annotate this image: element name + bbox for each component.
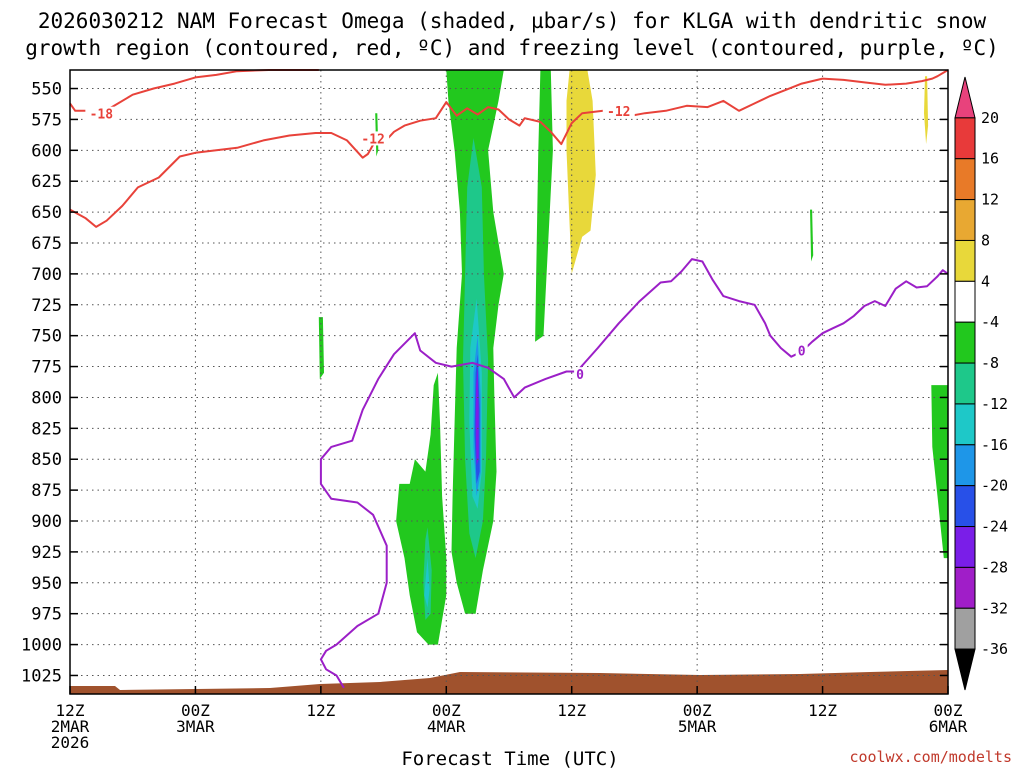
y-tick-label: 700	[31, 265, 62, 285]
y-tick-label: 975	[31, 605, 62, 625]
colorbar-label: 4	[981, 272, 990, 290]
x-tick-label: 12Z	[557, 701, 586, 720]
colorbar-label: 16	[981, 150, 999, 168]
y-tick-label: 775	[31, 358, 62, 378]
omega-right-edge	[931, 385, 948, 559]
x-axis-label: Forecast Time (UTC)	[401, 748, 618, 768]
omega-lower-blob-core	[424, 558, 430, 608]
y-tick-label: 1000	[21, 636, 62, 656]
colorbar-swatch	[954, 607, 976, 650]
y-tick-label: 850	[31, 450, 62, 470]
y-tick-label: 550	[31, 80, 62, 100]
colorbar-label: 8	[981, 231, 990, 249]
colorbar-label: -20	[981, 477, 1008, 495]
x-tick-label: 2MAR	[51, 717, 90, 736]
x-tick-label: 3MAR	[176, 717, 215, 736]
y-tick-label: 900	[31, 512, 62, 532]
y-tick-label: 950	[31, 574, 62, 594]
y-axis: 550 575 600 625 650 675 700 725 750 775 800 825 850 8…	[21, 80, 948, 686]
omega-colorbar: 20 16 12 8 4 -4 -8 -12 -16 -20 -24 -28 -32 -36	[954, 76, 1008, 691]
x-tick-label: 00Z	[432, 701, 461, 720]
omega-small-left	[318, 317, 324, 379]
colorbar-label: -4	[981, 313, 999, 331]
omega-band-upper-strip	[535, 70, 553, 342]
colorbar-swatch	[954, 158, 976, 201]
colorbar-swatch	[954, 362, 976, 405]
freezing-level-line	[319, 258, 949, 689]
omega-positive-right	[924, 76, 929, 145]
contour-label-bg	[85, 106, 118, 121]
colorbar-swatch	[954, 199, 976, 241]
colorbar-label: 12	[981, 191, 999, 209]
colorbar-swatch	[954, 444, 976, 487]
omega-lower-blob	[396, 372, 447, 645]
freezing-level-label: 0	[798, 345, 806, 360]
y-tick-label: 1025	[21, 666, 62, 686]
red-contour-label: -12	[361, 132, 384, 147]
x-tick-label: 5MAR	[678, 717, 717, 736]
terrain-fill	[70, 670, 948, 694]
colorbar-label: -36	[981, 640, 1008, 658]
y-tick-label: 725	[31, 296, 62, 316]
colorbar-swatch	[954, 239, 976, 282]
x-tick-label: 12Z	[56, 701, 85, 720]
omega-small-right	[810, 209, 814, 262]
y-tick-label: 675	[31, 234, 62, 254]
x-tick-label: 4MAR	[427, 717, 466, 736]
contour-label-bg	[574, 367, 587, 381]
contour-label-bg	[795, 343, 808, 357]
red-contour-label: -18	[90, 108, 114, 123]
colorbar-swatch	[954, 280, 976, 323]
contour-label-bg	[357, 131, 390, 146]
colorbar-swatch	[954, 321, 976, 364]
x-tick-label: 00Z	[683, 701, 712, 720]
red-contour-line	[69, 69, 949, 228]
x-tick-label: 00Z	[934, 701, 963, 720]
y-tick-label: 925	[31, 543, 62, 563]
y-tick-label: 625	[31, 172, 62, 192]
dendritic-growth-contours: -18 -12 -12	[69, 69, 949, 228]
y-tick-label: 750	[31, 327, 62, 347]
freezing-level-contour: 00	[319, 258, 949, 689]
omega-shading	[318, 70, 948, 645]
colorbar-label: -24	[981, 518, 1008, 536]
chart-title-line2: growth region (contoured, red, ºC) and f…	[25, 36, 999, 60]
colorbar-swatch	[954, 566, 976, 609]
colorbar-bottom-triangle	[954, 648, 976, 691]
y-tick-label: 825	[31, 419, 62, 439]
y-tick-label: 650	[31, 203, 62, 223]
chart-title-line1: 2026030212 NAM Forecast Omega (shaded, µ…	[38, 9, 987, 33]
x-tick-label: 2026	[51, 733, 90, 752]
colorbar-swatch	[954, 403, 976, 446]
freezing-level-label: 0	[576, 368, 584, 383]
colorbar-label: -12	[981, 395, 1008, 413]
colorbar-label: -28	[981, 558, 1008, 576]
colorbar-swatch	[954, 526, 976, 568]
y-tick-label: 600	[31, 141, 62, 161]
x-tick-label: 00Z	[181, 701, 210, 720]
colorbar-label: -16	[981, 436, 1008, 454]
y-tick-label: 875	[31, 481, 62, 501]
colorbar-swatch	[954, 117, 976, 160]
credit-text: coolwx.com/modelts	[849, 748, 1012, 766]
colorbar-label: -32	[981, 599, 1008, 617]
grid-lines	[70, 70, 948, 694]
colorbar-swatch	[954, 485, 976, 528]
x-tick-label: 6MAR	[929, 717, 968, 736]
plot-frame	[69, 69, 949, 695]
colorbar-label: -8	[981, 354, 999, 372]
colorbar-top-triangle	[954, 76, 976, 119]
red-contour-label: -12	[607, 105, 630, 120]
x-tick-label: 12Z	[306, 701, 335, 720]
y-tick-label: 575	[31, 110, 62, 130]
omega-band-main-core3	[475, 366, 479, 466]
y-tick-label: 800	[31, 388, 62, 408]
contour-label-bg	[602, 104, 635, 119]
x-tick-label: 12Z	[808, 701, 837, 720]
colorbar-label: 20	[981, 109, 999, 127]
terrain-surface	[70, 670, 948, 694]
